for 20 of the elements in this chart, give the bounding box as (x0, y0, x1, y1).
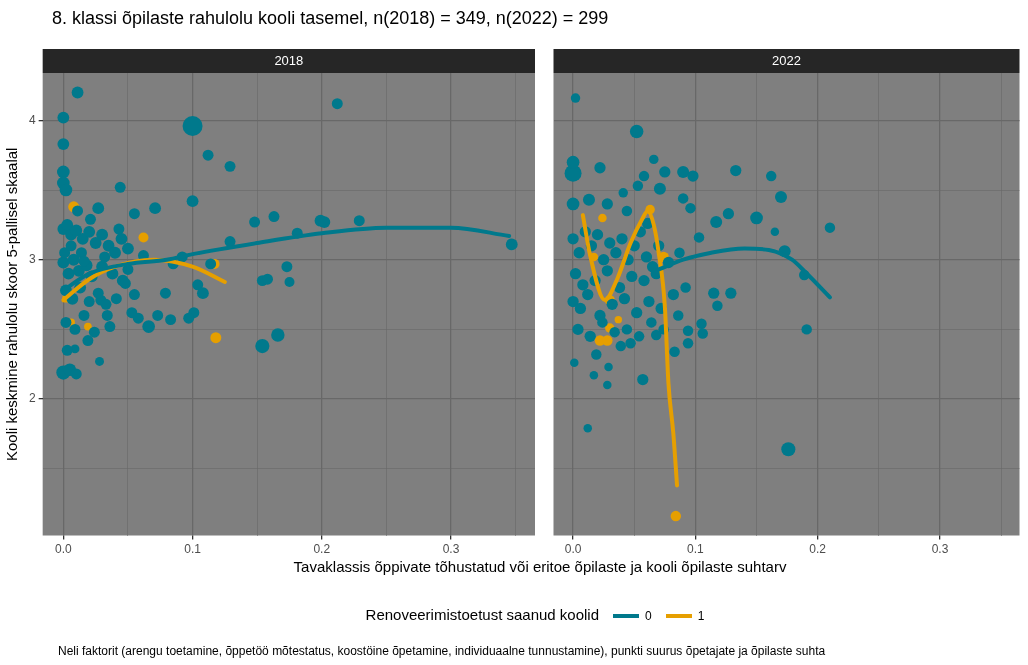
chart-subtitle: 2018 (274, 52, 304, 68)
x-tick-label: 0.0 (564, 542, 582, 557)
chart-subtitle: 2022 (772, 52, 801, 68)
y-tick-label: 2 (28, 391, 36, 406)
legend-title: Renoveerimistoetust saanud koolid (365, 606, 600, 623)
x-tick-label: 0.0 (55, 542, 73, 557)
x-tick-label: 0.2 (313, 542, 331, 557)
x-tick-label: 0.1 (184, 542, 202, 557)
x-tick-label: 0.2 (809, 542, 827, 557)
chart-title: 8. klassi õpilaste rahulolu kooli tasemel, n(2018) = 349, n(2022) = 299 (52, 8, 609, 29)
legend-label: 1 (697, 609, 705, 623)
text: Neli faktorit (arengu toetamine, õppetöö mõtestatus, koostöine õpetamine, individuaalne tunnustamine), punkti suurus õpetajate ja õpilaste suhta (58, 644, 826, 658)
x-tick-label: 0.3 (931, 542, 949, 557)
y-tick-label: 4 (28, 112, 36, 127)
y-axis-title: Kooli keskmine rahulolu skoor 5-pallisel skaalal (3, 147, 21, 462)
legend-label: 0 (645, 609, 652, 623)
y-tick-label: 3 (28, 252, 36, 267)
x-axis-title: Tavaklassis õppivate tõhustatud või eritoe õpilaste ja kooli õpilaste suhtarv (292, 558, 788, 575)
x-tick-label: 0.1 (687, 542, 705, 557)
x-tick-label: 0.3 (442, 542, 460, 557)
